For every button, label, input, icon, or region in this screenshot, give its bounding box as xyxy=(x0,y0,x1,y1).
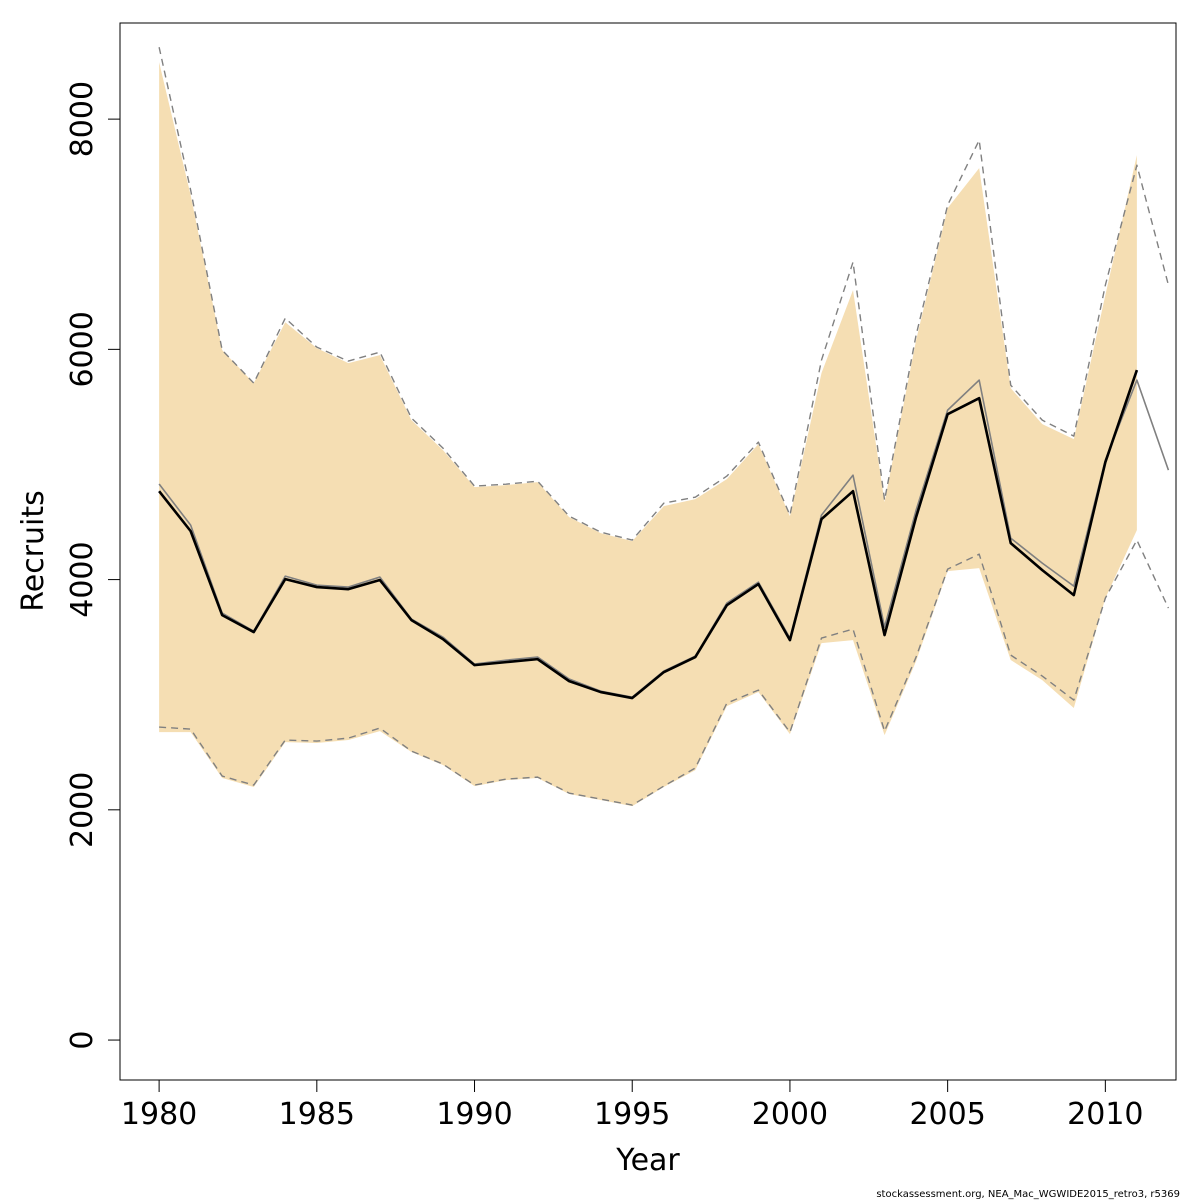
y-tick-label: 4000 xyxy=(65,541,100,617)
x-tick-label: 1995 xyxy=(594,1097,670,1132)
x-tick-label: 1980 xyxy=(121,1097,197,1132)
x-tick-label: 2010 xyxy=(1067,1097,1143,1132)
footer: stockassessment.org, NEA_Mac_WGWIDE2015_… xyxy=(876,1189,1180,1200)
y-axis-label: Recruits xyxy=(16,490,51,612)
x-tick-label: 1985 xyxy=(279,1097,355,1132)
series-line xyxy=(158,369,1139,700)
confidence-band xyxy=(159,62,1137,807)
x-axis-label: Year xyxy=(615,1143,680,1178)
x-tick-label: 2005 xyxy=(909,1097,985,1132)
y-tick-label: 2000 xyxy=(65,772,100,848)
y-tick-label: 8000 xyxy=(65,81,100,157)
series-line xyxy=(159,539,1170,806)
series-line xyxy=(158,47,1170,541)
y-tick-label: 0 xyxy=(65,1031,100,1050)
x-tick-label: 2000 xyxy=(752,1097,828,1132)
y-tick-label: 6000 xyxy=(65,311,100,387)
x-tick-label: 1990 xyxy=(436,1097,512,1132)
plot-frame xyxy=(119,22,1177,1081)
